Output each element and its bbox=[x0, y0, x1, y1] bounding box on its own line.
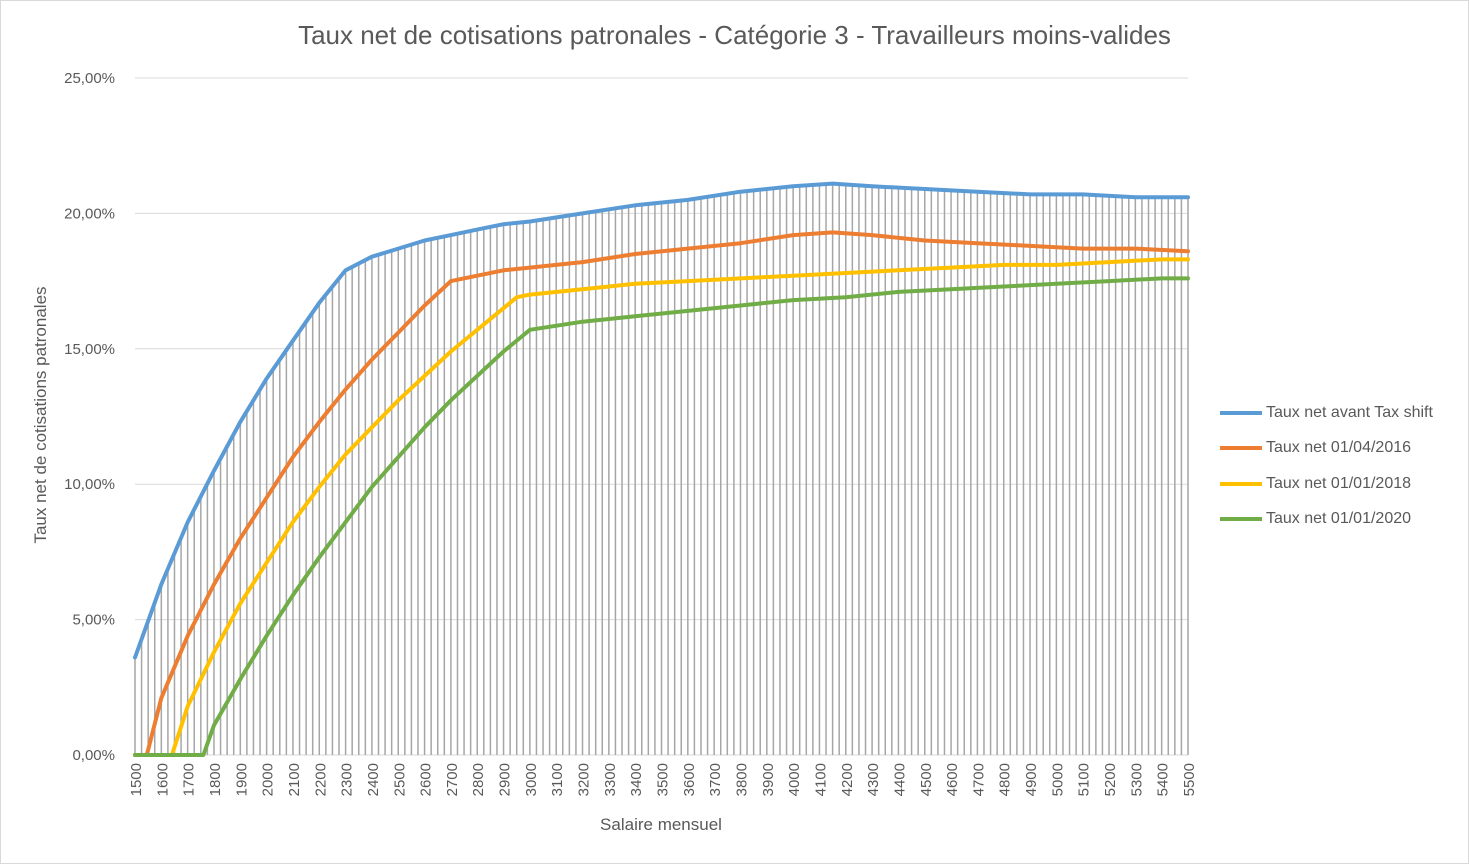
x-tick-label: 2400 bbox=[365, 763, 382, 796]
x-tick-label: 2000 bbox=[260, 763, 277, 796]
series-line bbox=[133, 276, 1190, 757]
x-tick-label: 3400 bbox=[628, 763, 645, 796]
legend-label: Taux net 01/01/2018 bbox=[1266, 474, 1412, 492]
x-tick-label: 2800 bbox=[470, 763, 487, 796]
x-tick-label: 5100 bbox=[1076, 763, 1093, 796]
x-tick-label: 4400 bbox=[891, 763, 908, 796]
y-tick-label: 0,00% bbox=[72, 747, 115, 764]
x-tick-label: 4100 bbox=[812, 763, 829, 796]
x-tick-label: 4700 bbox=[970, 763, 987, 796]
x-tick-label: 1800 bbox=[207, 763, 224, 796]
legend-label: Taux net 01/01/2020 bbox=[1266, 510, 1412, 528]
x-tick-label: 2700 bbox=[444, 763, 461, 796]
x-tick-label: 5500 bbox=[1181, 763, 1198, 796]
x-tick-label: 3700 bbox=[707, 763, 724, 796]
drop-lines bbox=[134, 183, 1189, 755]
legend-item: Taux net 01/01/2020 bbox=[1220, 502, 1433, 538]
legend-label: Taux net 01/04/2016 bbox=[1266, 439, 1412, 457]
x-tick-label: 3600 bbox=[681, 763, 698, 796]
x-tick-label: 5400 bbox=[1155, 763, 1172, 796]
series-line bbox=[133, 181, 1190, 660]
x-tick-label: 1500 bbox=[128, 763, 145, 796]
x-tick-label: 3800 bbox=[733, 763, 750, 796]
legend-label: Taux net avant Tax shift bbox=[1266, 403, 1433, 421]
x-tick-label: 3300 bbox=[602, 763, 619, 796]
legend-swatch bbox=[1220, 481, 1262, 486]
chart-title: Taux net de cotisations patronales - Cat… bbox=[298, 20, 1171, 50]
x-tick-label: 2500 bbox=[391, 763, 408, 796]
series-line bbox=[133, 230, 1190, 757]
x-tick-label: 5200 bbox=[1102, 763, 1119, 796]
x-tick-label: 2100 bbox=[286, 763, 303, 796]
x-tick-label: 4500 bbox=[918, 763, 935, 796]
y-tick-labels: 0,00% 5,00% 10,00% 15,00% 20,00% 25,00% bbox=[64, 70, 115, 764]
x-axis-label: Salaire mensuel bbox=[600, 815, 722, 834]
x-tick-label: 1900 bbox=[233, 763, 250, 796]
series-line bbox=[133, 257, 1190, 757]
x-tick-label: 2600 bbox=[418, 763, 435, 796]
x-tick-label: 1600 bbox=[154, 763, 171, 796]
x-tick-label: 4200 bbox=[839, 763, 856, 796]
y-tick-label: 25,00% bbox=[64, 70, 115, 87]
legend-item: Taux net 01/04/2016 bbox=[1220, 431, 1433, 467]
x-tick-labels: 1500 1600 1700 1800 1900 2000 2100 2200 2300 2400… bbox=[128, 763, 1198, 796]
x-tick-label: 4300 bbox=[865, 763, 882, 796]
legend-item: Taux net avant Tax shift bbox=[1220, 395, 1433, 431]
x-tick-label: 2300 bbox=[339, 763, 356, 796]
x-tick-label: 4600 bbox=[944, 763, 961, 796]
series-lines bbox=[133, 181, 1190, 757]
legend-swatch bbox=[1220, 410, 1262, 415]
x-tick-label: 4800 bbox=[997, 763, 1014, 796]
legend-item: Taux net 01/01/2018 bbox=[1220, 466, 1433, 502]
y-tick-label: 5,00% bbox=[72, 612, 115, 629]
x-tick-label: 3900 bbox=[760, 763, 777, 796]
x-tick-label: 5300 bbox=[1128, 763, 1145, 796]
y-tick-label: 15,00% bbox=[64, 341, 115, 358]
x-tick-label: 1700 bbox=[181, 763, 198, 796]
y-tick-label: 10,00% bbox=[64, 476, 115, 493]
legend-swatch bbox=[1220, 517, 1262, 522]
x-tick-label: 5000 bbox=[1049, 763, 1066, 796]
x-tick-label: 3500 bbox=[655, 763, 672, 796]
x-tick-label: 2200 bbox=[312, 763, 329, 796]
x-tick-label: 3100 bbox=[549, 763, 566, 796]
legend-swatch bbox=[1220, 446, 1262, 451]
y-tick-label: 20,00% bbox=[64, 205, 115, 222]
x-tick-label: 4000 bbox=[786, 763, 803, 796]
legend: Taux net avant Tax shift Taux net 01/04/2… bbox=[1220, 395, 1433, 537]
x-tick-label: 4900 bbox=[1023, 763, 1040, 796]
x-tick-label: 2900 bbox=[497, 763, 514, 796]
x-tick-label: 3200 bbox=[576, 763, 593, 796]
x-tick-label: 3000 bbox=[523, 763, 540, 796]
